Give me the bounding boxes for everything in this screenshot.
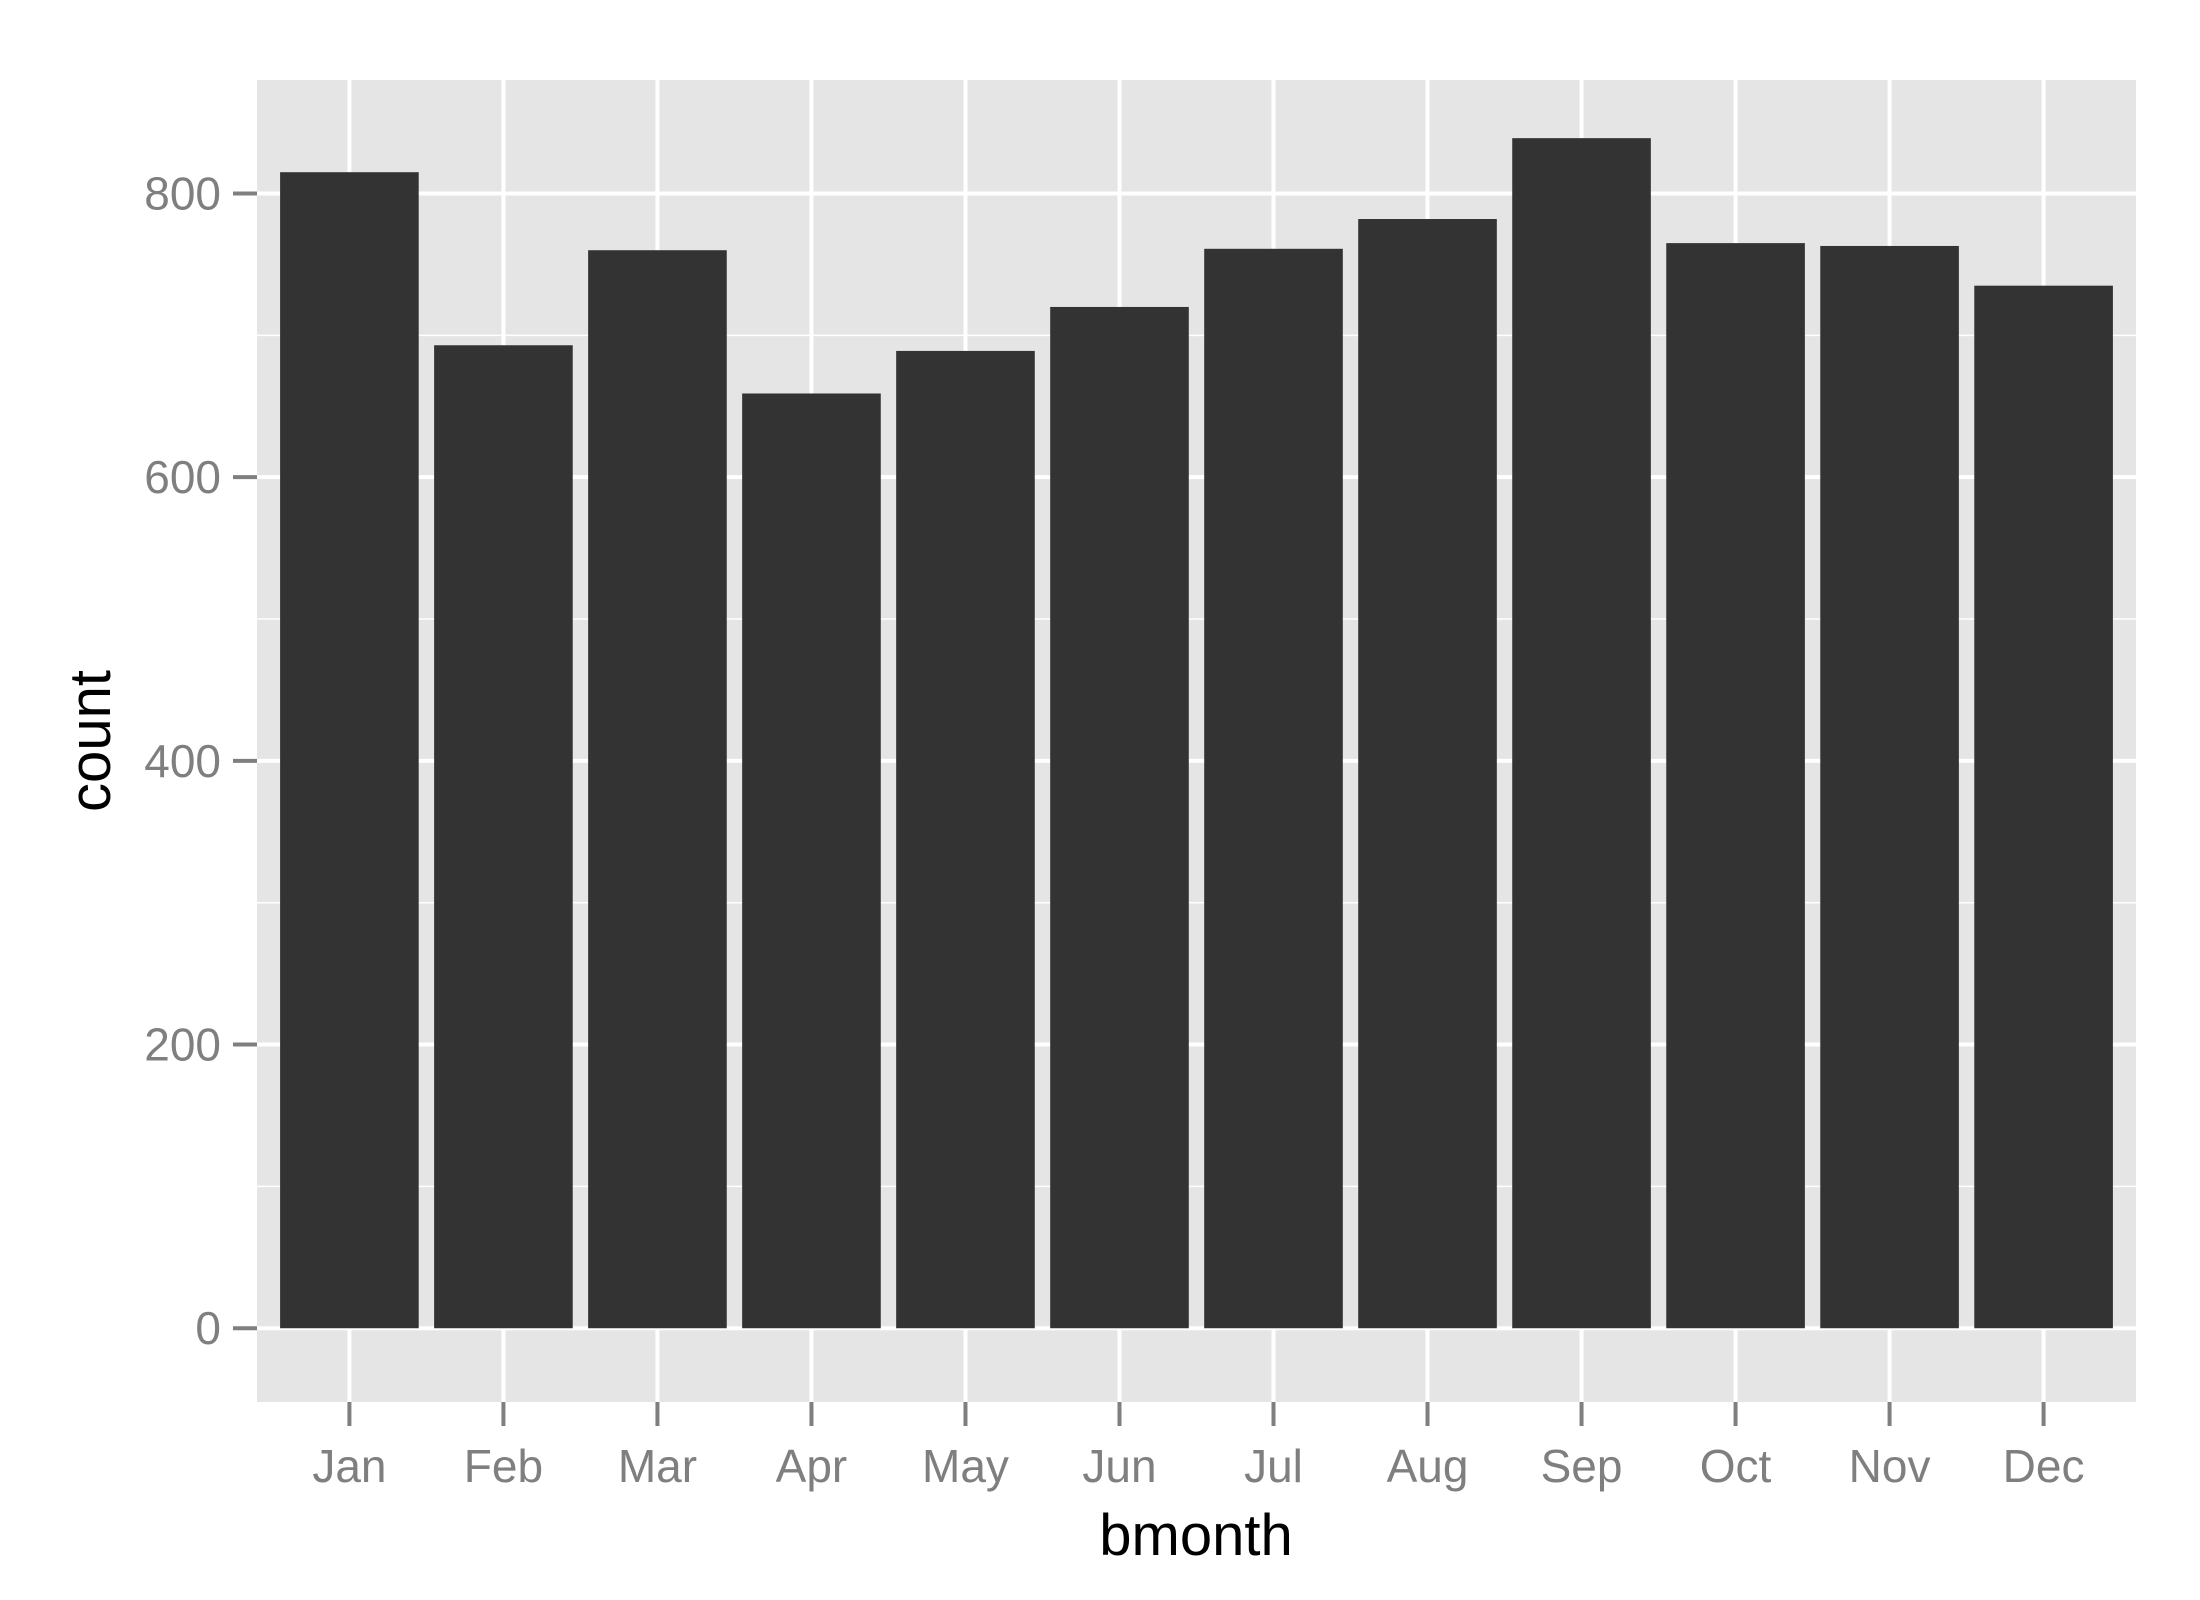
bar-feb bbox=[434, 345, 573, 1329]
bar-jun bbox=[1050, 306, 1189, 1329]
y-tick-label: 0 bbox=[195, 1302, 221, 1354]
bar-mar bbox=[588, 250, 727, 1329]
y-axis-title: count bbox=[58, 670, 123, 812]
y-axis: 0 200 400 600 800 bbox=[144, 167, 257, 1354]
x-tick-label: Mar bbox=[618, 1440, 697, 1492]
bar-may bbox=[896, 350, 1035, 1329]
x-tick-label: Apr bbox=[776, 1440, 848, 1492]
y-tick-label: 800 bbox=[144, 167, 221, 219]
y-tick-label: 200 bbox=[144, 1019, 221, 1071]
bar-jan bbox=[280, 172, 419, 1329]
bar-nov bbox=[1820, 245, 1959, 1329]
bar-dec bbox=[1974, 285, 2113, 1329]
x-tick-label: May bbox=[922, 1440, 1009, 1492]
bar-jul bbox=[1204, 248, 1343, 1329]
bar-oct bbox=[1666, 243, 1805, 1329]
y-tick-label: 600 bbox=[144, 451, 221, 503]
x-tick-label: Feb bbox=[464, 1440, 543, 1492]
x-axis: Jan Feb Mar Apr May Jun Jul Aug Sep Oct Nov Dec bbox=[312, 1402, 2084, 1492]
x-tick-label: Oct bbox=[1700, 1440, 1772, 1492]
x-axis-title: bmonth bbox=[1099, 1503, 1292, 1568]
bar-sep bbox=[1512, 138, 1651, 1329]
x-tick-label: Jan bbox=[312, 1440, 386, 1492]
x-tick-label: Sep bbox=[1541, 1440, 1623, 1492]
y-tick-label: 400 bbox=[144, 735, 221, 787]
bar-apr bbox=[742, 393, 881, 1329]
x-tick-label: Jul bbox=[1244, 1440, 1303, 1492]
bars bbox=[280, 138, 2113, 1329]
x-tick-label: Aug bbox=[1387, 1440, 1469, 1492]
bar-aug bbox=[1358, 219, 1497, 1329]
x-tick-label: Nov bbox=[1849, 1440, 1931, 1492]
x-tick-label: Jun bbox=[1082, 1440, 1156, 1492]
x-tick-label: Dec bbox=[2003, 1440, 2085, 1492]
